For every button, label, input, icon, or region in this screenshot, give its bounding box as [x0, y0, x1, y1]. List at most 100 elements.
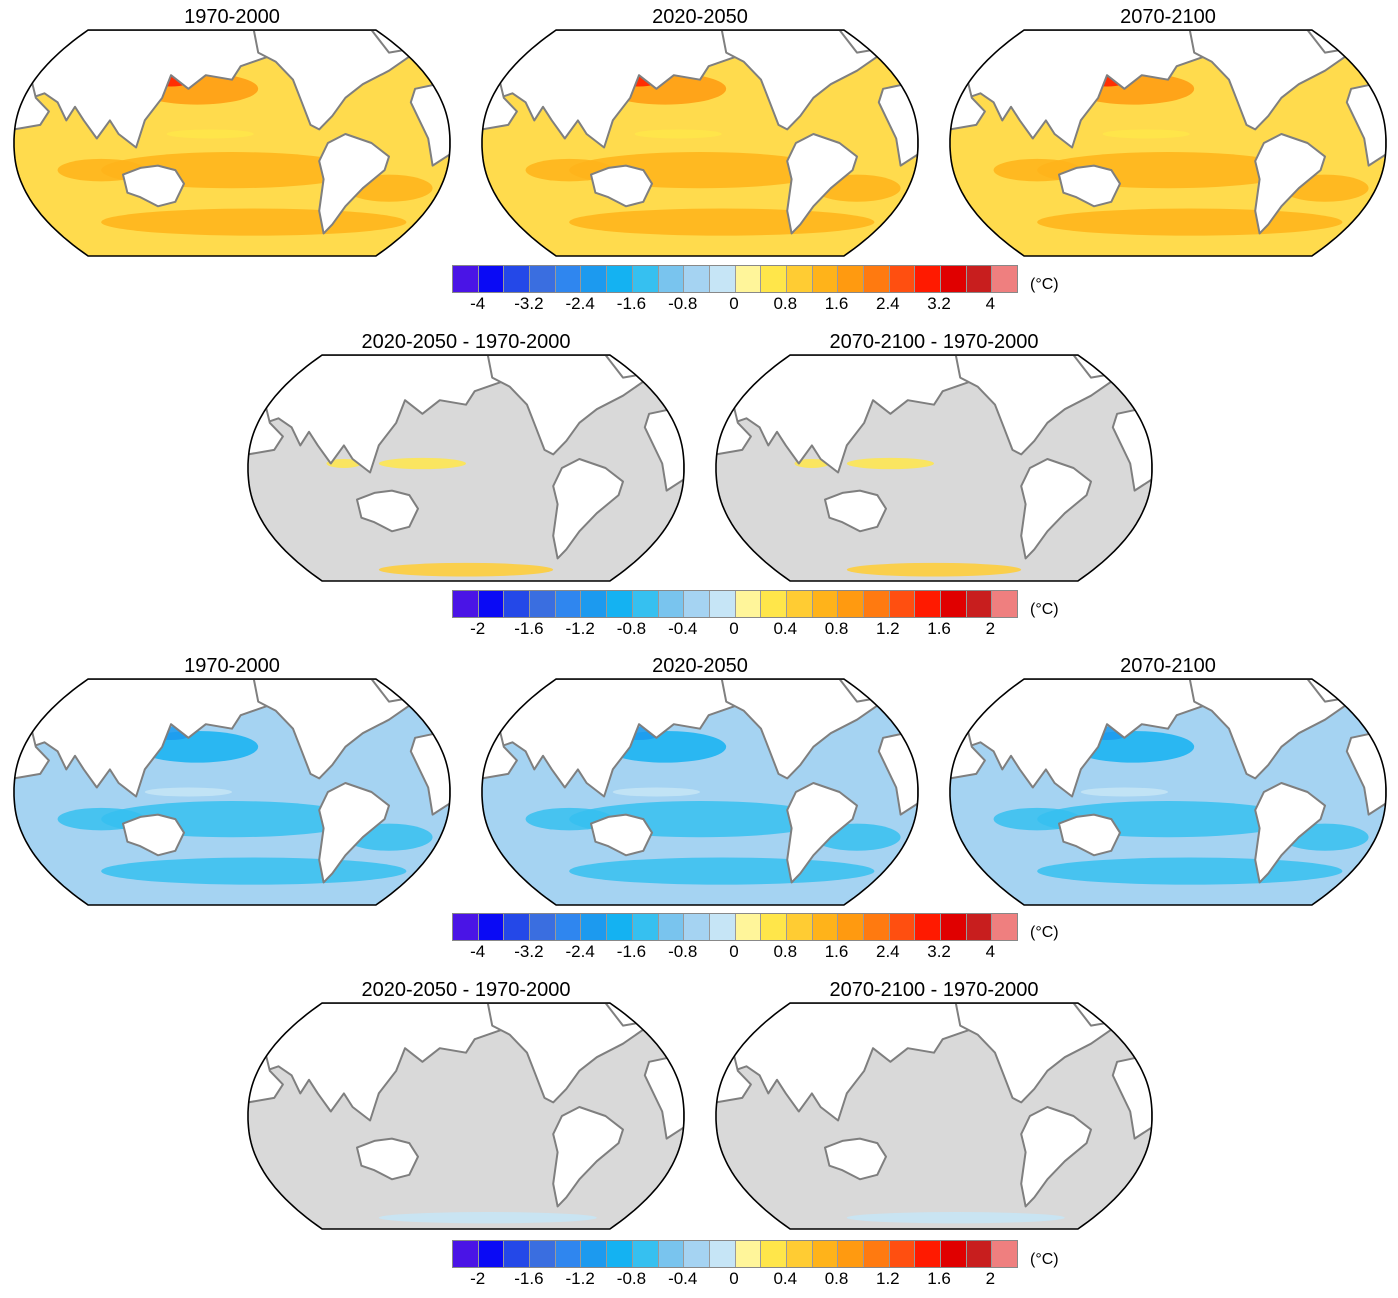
- colorbar-tick-label: -4: [470, 942, 486, 961]
- colorbar-swatch: [889, 914, 916, 940]
- colorbar: -2 -1.6 -1.2 -0.8 -0.4 0 0.4 0.8 1.2 1.6 2 (°C): [452, 1240, 1059, 1298]
- map-panel: 1970-2000: [12, 655, 452, 907]
- landmass-australia: [590, 813, 653, 857]
- colorbar-swatch: [453, 266, 479, 292]
- colorbar-tick-label: -2: [470, 1269, 486, 1288]
- colorbar-swatch: [478, 266, 505, 292]
- colorbar-swatch: [941, 1241, 967, 1267]
- colorbar-tick-label: -0.8: [668, 294, 698, 313]
- colorbar-swatch: [684, 266, 710, 292]
- colorbar-tick-label: -0.8: [616, 1269, 647, 1288]
- colorbar-swatch: [607, 266, 633, 292]
- colorbar-swatch: [864, 266, 890, 292]
- anomaly-patch: [101, 857, 407, 885]
- colorbar-tick-label: -1.2: [565, 619, 595, 638]
- colorbar-swatch: [761, 1241, 787, 1267]
- colorbar-swatch: [555, 266, 582, 292]
- anomaly-patch: [794, 458, 830, 468]
- colorbar-unit-label: (°C): [1030, 601, 1059, 618]
- map-panel: 2020-2050: [480, 655, 920, 907]
- colorbar-swatch: [966, 1241, 993, 1267]
- landmass-samerica: [1254, 782, 1326, 884]
- colorbar-swatch: [504, 266, 531, 292]
- colorbar-tick-label: 0.8: [773, 942, 798, 961]
- colorbar-swatch: [735, 591, 762, 617]
- colorbar-swatch: [838, 266, 864, 292]
- colorbar-tick-label: 3.2: [927, 294, 951, 313]
- colorbar-swatch: [761, 591, 787, 617]
- world-map: [481, 678, 919, 906]
- colorbar-tick-label: -0.4: [668, 619, 698, 638]
- map-panel: 2020-2050 - 1970-2000: [246, 331, 686, 583]
- map-border: [949, 29, 1387, 257]
- colorbar-swatch: [786, 591, 813, 617]
- panel-title: 2020-2050 - 1970-2000: [361, 979, 571, 1001]
- colorbar-swatch: [812, 914, 839, 940]
- colorbar-swatch: [992, 1241, 1018, 1267]
- colorbar-tick-label: -0.8: [616, 619, 647, 638]
- colorbar-tick-label: 0.4: [773, 1269, 798, 1288]
- colorbar-swatch: [709, 914, 736, 940]
- colorbar-tick-label: -2: [470, 619, 486, 638]
- colorbar-tick-label: 0: [729, 942, 739, 961]
- colorbar: -4 -3.2 -2.4 -1.6 -0.8 0 0.8 1.6 2.4 3.2 4 (°C): [452, 265, 1059, 323]
- colorbar-swatch: [581, 266, 608, 292]
- colorbar-tick-label: 0: [729, 1269, 739, 1288]
- colorbar-swatch: [658, 1241, 685, 1267]
- colorbar-swatch: [684, 591, 710, 617]
- colorbar-swatch: [915, 266, 942, 292]
- colorbar-swatch: [504, 914, 531, 940]
- colorbar-swatch: [812, 591, 839, 617]
- colorbar-swatch: [889, 266, 916, 292]
- landmass-samerica: [552, 1106, 624, 1208]
- colorbar-tick-label: -2.4: [565, 294, 595, 313]
- world-map: [715, 354, 1153, 582]
- colorbar-swatches: [452, 590, 1018, 618]
- world-map: [715, 1002, 1153, 1230]
- colorbar-tick-label: 0: [729, 294, 739, 313]
- colorbar-tick-label: -4: [470, 294, 486, 313]
- colorbar-swatch: [607, 1241, 633, 1267]
- landmass-samerica: [1020, 1106, 1092, 1208]
- colorbar-swatch: [709, 591, 736, 617]
- anomaly-patch: [569, 208, 875, 236]
- map-panel: 2070-2100 - 1970-2000: [714, 979, 1154, 1231]
- panel-title: 2070-2100: [1120, 655, 1216, 677]
- colorbar-swatch: [864, 914, 890, 940]
- colorbar-tick-label: 4: [985, 294, 996, 313]
- colorbar-tick-label: 0.8: [824, 1269, 849, 1288]
- anomaly-patch: [166, 129, 254, 139]
- colorbar-tick-label: 3.2: [927, 942, 951, 961]
- colorbar-swatch: [478, 591, 505, 617]
- colorbar-swatch: [966, 591, 993, 617]
- landmass-samerica: [1254, 133, 1326, 235]
- colorbar-swatch: [838, 1241, 864, 1267]
- colorbar-tick-label: 1.2: [875, 619, 900, 638]
- colorbar-tick-label: -2.4: [565, 942, 595, 961]
- colorbar-tick-label: -1.6: [514, 619, 544, 638]
- colorbar-tick-label: 1.2: [875, 1269, 900, 1288]
- map-border: [13, 29, 451, 257]
- colorbar-swatch: [992, 266, 1018, 292]
- map-panel: 1970-2000: [12, 6, 452, 258]
- colorbar-swatch: [864, 1241, 890, 1267]
- colorbar-unit-label: (°C): [1030, 276, 1059, 293]
- colorbar-swatch: [453, 591, 479, 617]
- colorbar-tick-label: 1.6: [824, 942, 849, 961]
- colorbar-swatch: [632, 266, 659, 292]
- map-border: [715, 354, 1153, 582]
- landmass-samerica: [786, 133, 858, 235]
- colorbar-tick-label: 0.8: [773, 294, 798, 313]
- colorbar-tick-label: 4: [985, 942, 996, 961]
- colorbar-swatch: [504, 591, 531, 617]
- map-border: [949, 678, 1387, 906]
- landmass-australia: [122, 164, 185, 208]
- panel-title: 2070-2100 - 1970-2000: [829, 979, 1039, 1001]
- map-border: [481, 678, 919, 906]
- anomaly-patch: [1037, 208, 1343, 236]
- colorbar-swatch: [453, 914, 479, 940]
- colorbar-swatch: [555, 591, 582, 617]
- landmass-samerica: [786, 782, 858, 884]
- colorbar-tick-label: -3.2: [514, 942, 544, 961]
- colorbar-tick-label: -3.2: [514, 294, 544, 313]
